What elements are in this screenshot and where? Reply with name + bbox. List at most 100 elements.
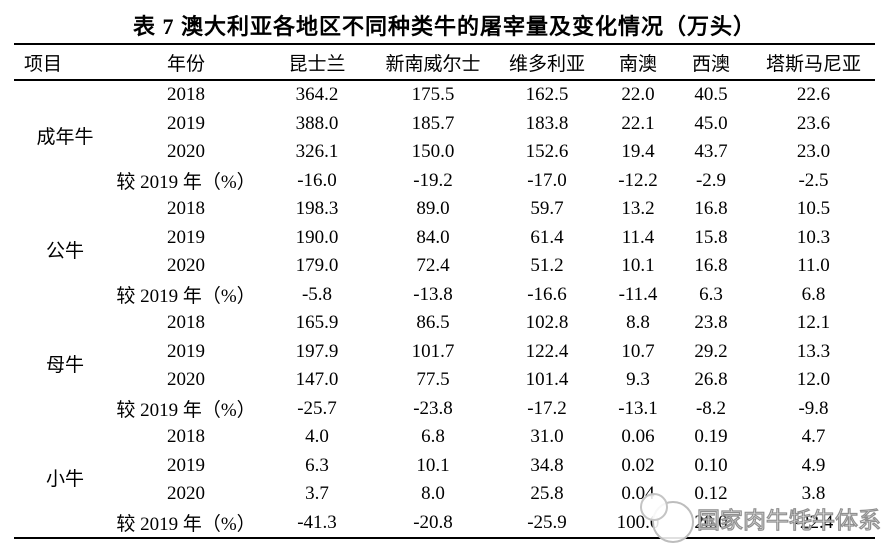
year-cell: 2020 xyxy=(167,141,205,163)
value-cell: 23.0 xyxy=(796,141,831,163)
value-cell: 10.7 xyxy=(621,340,655,362)
item-label: 成年牛 xyxy=(36,126,94,148)
value-cell: 101.4 xyxy=(525,369,569,391)
table-row: 母牛 2018 165.9 86.5 102.8 8.8 23.8 12.1 xyxy=(14,309,875,376)
value-cell: 197.9 xyxy=(295,340,339,362)
value-cell: 3.7 xyxy=(305,483,329,505)
value-cell: 16.8 xyxy=(694,198,728,220)
value-cell: 10.1 xyxy=(621,255,655,277)
value-cell: 31.0 xyxy=(530,426,564,448)
value-cell: 13.3 xyxy=(796,340,831,362)
value-cell: -20.8 xyxy=(413,511,453,533)
value-cell: 165.9 xyxy=(295,312,339,334)
value-cell: -25.9 xyxy=(527,511,567,533)
value-cell: 0.10 xyxy=(694,454,728,476)
table-row: 2020 3.7 8.0 25.8 0.04 0.12 3.8 xyxy=(14,480,875,509)
value-cell: 364.2 xyxy=(295,84,339,106)
value-cell: -9.8 xyxy=(798,397,829,419)
item-label: 母牛 xyxy=(45,354,84,376)
value-cell: -23.8 xyxy=(413,397,453,419)
value-cell: 43.7 xyxy=(694,141,728,163)
table-row: 2019 197.9 101.7 122.4 10.7 29.2 13.3 xyxy=(14,338,875,367)
year-cell: 2020 xyxy=(167,255,205,277)
value-cell: 3.8 xyxy=(801,483,826,505)
year-cell: 2020 xyxy=(167,369,205,391)
value-cell: 19.4 xyxy=(621,141,655,163)
table-row: 2019 6.3 10.1 34.8 0.02 0.10 4.9 xyxy=(14,452,875,481)
value-cell: 45.0 xyxy=(694,112,728,134)
value-cell: 122.4 xyxy=(525,340,569,362)
column-header-6: 西澳 xyxy=(670,44,752,81)
column-header-0: 项目 xyxy=(14,44,116,81)
value-cell: -17.0 xyxy=(527,169,567,191)
value-cell: 4.0 xyxy=(305,426,329,448)
table-row: 较 2019 年（%） -41.3 -20.8 -25.9 100.0 20.0 -22.4 xyxy=(14,509,875,539)
value-cell: 15.8 xyxy=(694,226,728,248)
value-cell: 179.0 xyxy=(295,255,339,277)
value-cell: 22.6 xyxy=(796,84,831,106)
value-cell: 388.0 xyxy=(295,112,339,134)
value-cell: -13.1 xyxy=(618,397,658,419)
year-cell: 2019 xyxy=(167,340,205,362)
value-cell: 51.2 xyxy=(530,255,564,277)
value-cell: 26.8 xyxy=(694,369,728,391)
value-cell: -19.2 xyxy=(413,169,453,191)
table-row: 较 2019 年（%） -16.0 -19.2 -17.0 -12.2 -2.9 -2.5 xyxy=(14,167,875,196)
value-cell: -12.2 xyxy=(618,169,658,191)
year-cell: 较 2019 年（%） xyxy=(116,514,256,536)
item-label: 公牛 xyxy=(45,240,84,262)
value-cell: 22.1 xyxy=(621,112,655,134)
value-cell: -11.4 xyxy=(618,283,658,305)
table-title: 表 7 澳大利亚各地区不同种类牛的屠宰量及变化情况（万头） xyxy=(132,14,756,39)
year-cell: 较 2019 年（%） xyxy=(116,172,256,194)
table-row: 2019 388.0 185.7 183.8 22.1 45.0 23.6 xyxy=(14,110,875,139)
table-row: 2019 190.0 84.0 61.4 11.4 15.8 10.3 xyxy=(14,224,875,253)
value-cell: 0.19 xyxy=(694,426,728,448)
value-cell: -2.9 xyxy=(695,169,727,191)
value-cell: 4.7 xyxy=(801,426,826,448)
year-cell: 较 2019 年（%） xyxy=(116,400,256,422)
value-cell: 23.8 xyxy=(694,312,728,334)
value-cell: 11.4 xyxy=(621,226,655,248)
table-row: 2020 147.0 77.5 101.4 9.3 26.8 12.0 xyxy=(14,366,875,395)
year-cell: 2018 xyxy=(167,198,205,220)
value-cell: 16.8 xyxy=(694,255,728,277)
value-cell: 12.1 xyxy=(796,312,831,334)
value-cell: 6.8 xyxy=(801,283,826,305)
value-cell: 23.6 xyxy=(796,112,831,134)
value-cell: 13.2 xyxy=(621,198,655,220)
logo-circle-small xyxy=(640,493,668,521)
value-cell: 22.0 xyxy=(621,84,655,106)
table-body: 成年牛 2018 364.2 175.5 162.5 22.0 40.5 22.6 2019 38… xyxy=(14,80,875,538)
column-header-5: 南澳 xyxy=(606,44,670,81)
year-cell: 2019 xyxy=(167,454,205,476)
column-header-2: 昆士兰 xyxy=(256,44,378,81)
table-row: 2020 179.0 72.4 51.2 10.1 16.8 11.0 xyxy=(14,252,875,281)
table-row: 成年牛 2018 364.2 175.5 162.5 22.0 40.5 22.6 xyxy=(14,80,875,148)
table-row: 小牛 2018 4.0 6.8 31.0 0.06 0.19 4.7 xyxy=(14,423,875,490)
value-cell: 11.0 xyxy=(797,255,830,277)
cattle-logo-icon xyxy=(638,493,700,545)
value-cell: 61.4 xyxy=(530,226,564,248)
value-cell: 152.6 xyxy=(525,141,569,163)
value-cell: 102.8 xyxy=(525,312,569,334)
cattle-slaughter-table: 项目 年份 昆士兰 新南威尔士 维多利亚 南澳 西澳 塔斯马尼亚 成年牛 2018 364.2 17… xyxy=(14,43,875,539)
value-cell: 0.12 xyxy=(694,483,728,505)
value-cell: -5.8 xyxy=(301,283,333,305)
value-cell: 0.02 xyxy=(621,454,655,476)
column-header-1: 年份 xyxy=(116,44,256,81)
value-cell: 175.5 xyxy=(411,84,455,106)
value-cell: 10.1 xyxy=(416,454,450,476)
value-cell: 183.8 xyxy=(525,112,569,134)
value-cell: 198.3 xyxy=(295,198,339,220)
value-cell: -13.8 xyxy=(413,283,453,305)
watermark-text: 国家肉牛牦牛体系 xyxy=(696,507,881,533)
value-cell: 77.5 xyxy=(416,369,450,391)
year-cell: 2018 xyxy=(167,84,205,106)
year-cell: 2019 xyxy=(167,112,205,134)
value-cell: 89.0 xyxy=(416,198,450,220)
column-header-7: 塔斯马尼亚 xyxy=(752,44,875,81)
value-cell: 20.0 xyxy=(694,511,728,533)
table-row: 2020 326.1 150.0 152.6 19.4 43.7 23.0 xyxy=(14,138,875,167)
value-cell: 9.3 xyxy=(626,369,650,391)
